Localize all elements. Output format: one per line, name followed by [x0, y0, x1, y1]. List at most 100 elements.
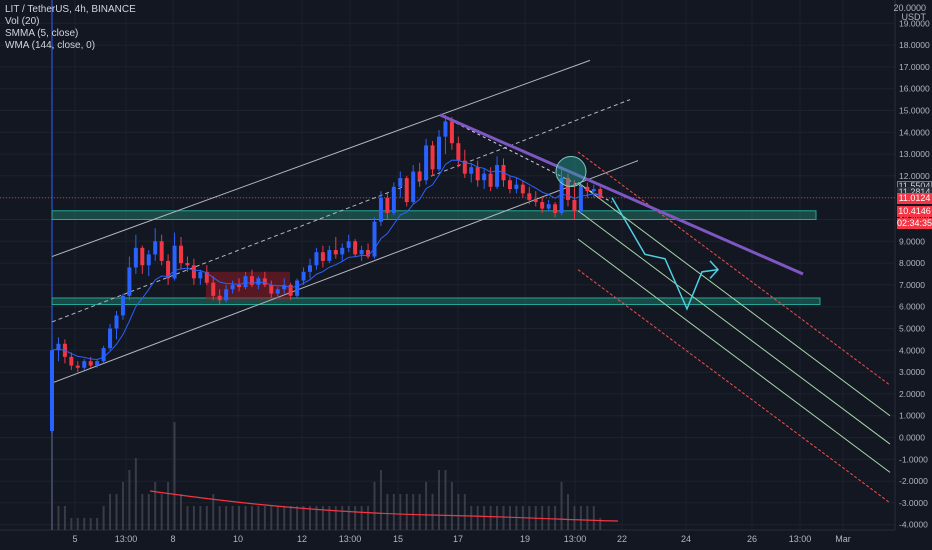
- candle-body: [320, 252, 325, 261]
- y-tick-label: 0.0000: [899, 433, 925, 443]
- candle-body: [140, 247, 145, 266]
- candle-body: [50, 350, 54, 431]
- volume-bar: [367, 506, 370, 530]
- candle-body: [424, 145, 429, 181]
- candle-body: [191, 265, 196, 279]
- candle-body: [514, 184, 519, 189]
- candle-body: [211, 282, 216, 296]
- volume-bar: [347, 506, 350, 530]
- volume-bar: [276, 506, 279, 530]
- volume-bar: [508, 506, 511, 530]
- y-tick-label: -1.0000: [899, 454, 928, 464]
- volume-bar: [573, 506, 576, 530]
- candle-body: [333, 250, 338, 255]
- candle-body: [146, 254, 151, 266]
- descending-pitchfork: [439, 114, 891, 504]
- ascending-channel: [51, 59, 639, 384]
- y-tick-label: 17.0000: [899, 62, 930, 72]
- volume-bar: [76, 518, 79, 530]
- breakout-highlight-circle: [555, 156, 587, 188]
- volume-bar: [160, 494, 163, 530]
- pitchfork-parallel: [577, 182, 891, 417]
- axis-top-partial-label: 20.0000: [893, 3, 926, 13]
- volume-bar: [115, 494, 118, 530]
- candle-body: [327, 250, 332, 261]
- volume-bar: [225, 506, 228, 530]
- candle-body: [269, 284, 274, 294]
- candle-body: [359, 250, 364, 255]
- volume-bars: [51, 410, 602, 530]
- candle-body: [417, 171, 422, 181]
- candle-body: [475, 167, 480, 181]
- volume-bar: [51, 410, 53, 530]
- volume-bar: [470, 506, 473, 530]
- chart-legend: LIT / TetherUS, 4h, BINANCE Vol (20) SMM…: [5, 4, 136, 52]
- volume-bar: [231, 506, 234, 530]
- y-tick-label: 18.0000: [899, 40, 930, 50]
- volume-bar: [392, 494, 395, 530]
- price-tag: 11.5504: [897, 180, 932, 192]
- candle-body: [288, 284, 293, 296]
- volume-bar: [128, 470, 131, 530]
- symbol-title[interactable]: LIT / TetherUS, 4h, BINANCE: [5, 4, 136, 15]
- volume-bar: [399, 494, 402, 530]
- x-tick-label: 13:00: [115, 534, 138, 544]
- candle-body: [166, 260, 171, 279]
- volume-bar: [599, 518, 602, 530]
- smma-indicator-label[interactable]: SMMA (5, close): [5, 28, 79, 39]
- currency-unit-label: USDT: [901, 12, 927, 22]
- volume-bar: [147, 494, 150, 530]
- x-tick-label: 13:00: [339, 534, 362, 544]
- candle-body: [469, 167, 474, 174]
- candle-body: [404, 178, 409, 203]
- volume-bar: [109, 494, 112, 530]
- volume-bar: [496, 506, 499, 530]
- volume-bar: [489, 506, 492, 530]
- volume-bar: [438, 470, 440, 530]
- volume-bar: [444, 470, 447, 530]
- volume-indicator-label[interactable]: Vol (20): [5, 16, 40, 27]
- y-tick-label: -3.0000: [899, 498, 928, 508]
- candle-body: [75, 365, 80, 368]
- volume-bar: [431, 494, 434, 530]
- price-tag: 11.0124: [897, 192, 932, 204]
- x-tick-label: 26: [747, 534, 757, 544]
- volume-bar: [373, 482, 376, 530]
- candle-body: [308, 265, 312, 272]
- y-tick-label: 5.0000: [899, 324, 925, 334]
- candle-body: [95, 361, 100, 366]
- x-tick-label: 8: [170, 534, 175, 544]
- volume-bar: [63, 506, 66, 530]
- volume-bar: [476, 506, 479, 530]
- candle-body: [366, 250, 371, 257]
- volume-bar: [354, 506, 357, 530]
- volume-bar: [89, 518, 92, 530]
- volume-bar: [341, 506, 344, 530]
- x-tick-label: 12: [297, 534, 307, 544]
- y-axis: 19.0000 18.0000 17.0000 16.0000 15.0000 14.00…: [894, 0, 930, 530]
- x-tick-label: 15: [393, 534, 403, 544]
- candle-body: [398, 178, 403, 187]
- pitchfork-median: [577, 210, 891, 445]
- volume-bar: [57, 506, 60, 530]
- y-tick-label: 19.0000: [899, 18, 930, 28]
- volume-bar: [418, 494, 421, 530]
- volume-bar: [334, 506, 337, 530]
- volume-bar: [96, 518, 99, 530]
- x-tick-label: 13:00: [564, 534, 587, 544]
- candle-body: [314, 252, 319, 266]
- y-tick-label: 7.0000: [899, 280, 925, 290]
- wma-indicator-label[interactable]: WMA (144, close, 0): [5, 40, 96, 51]
- candle-body: [127, 267, 132, 296]
- price-tag: 11.2814: [897, 186, 932, 198]
- candle-body: [527, 193, 532, 200]
- y-tick-label: 14.0000: [899, 127, 930, 137]
- volume-bar: [257, 506, 260, 530]
- candle-body: [346, 241, 351, 248]
- y-tick-label: 9.0000: [899, 236, 925, 246]
- candle-body: [295, 280, 300, 296]
- volume-bar: [592, 506, 595, 530]
- candle-body: [572, 199, 577, 211]
- volume-bar: [83, 518, 86, 530]
